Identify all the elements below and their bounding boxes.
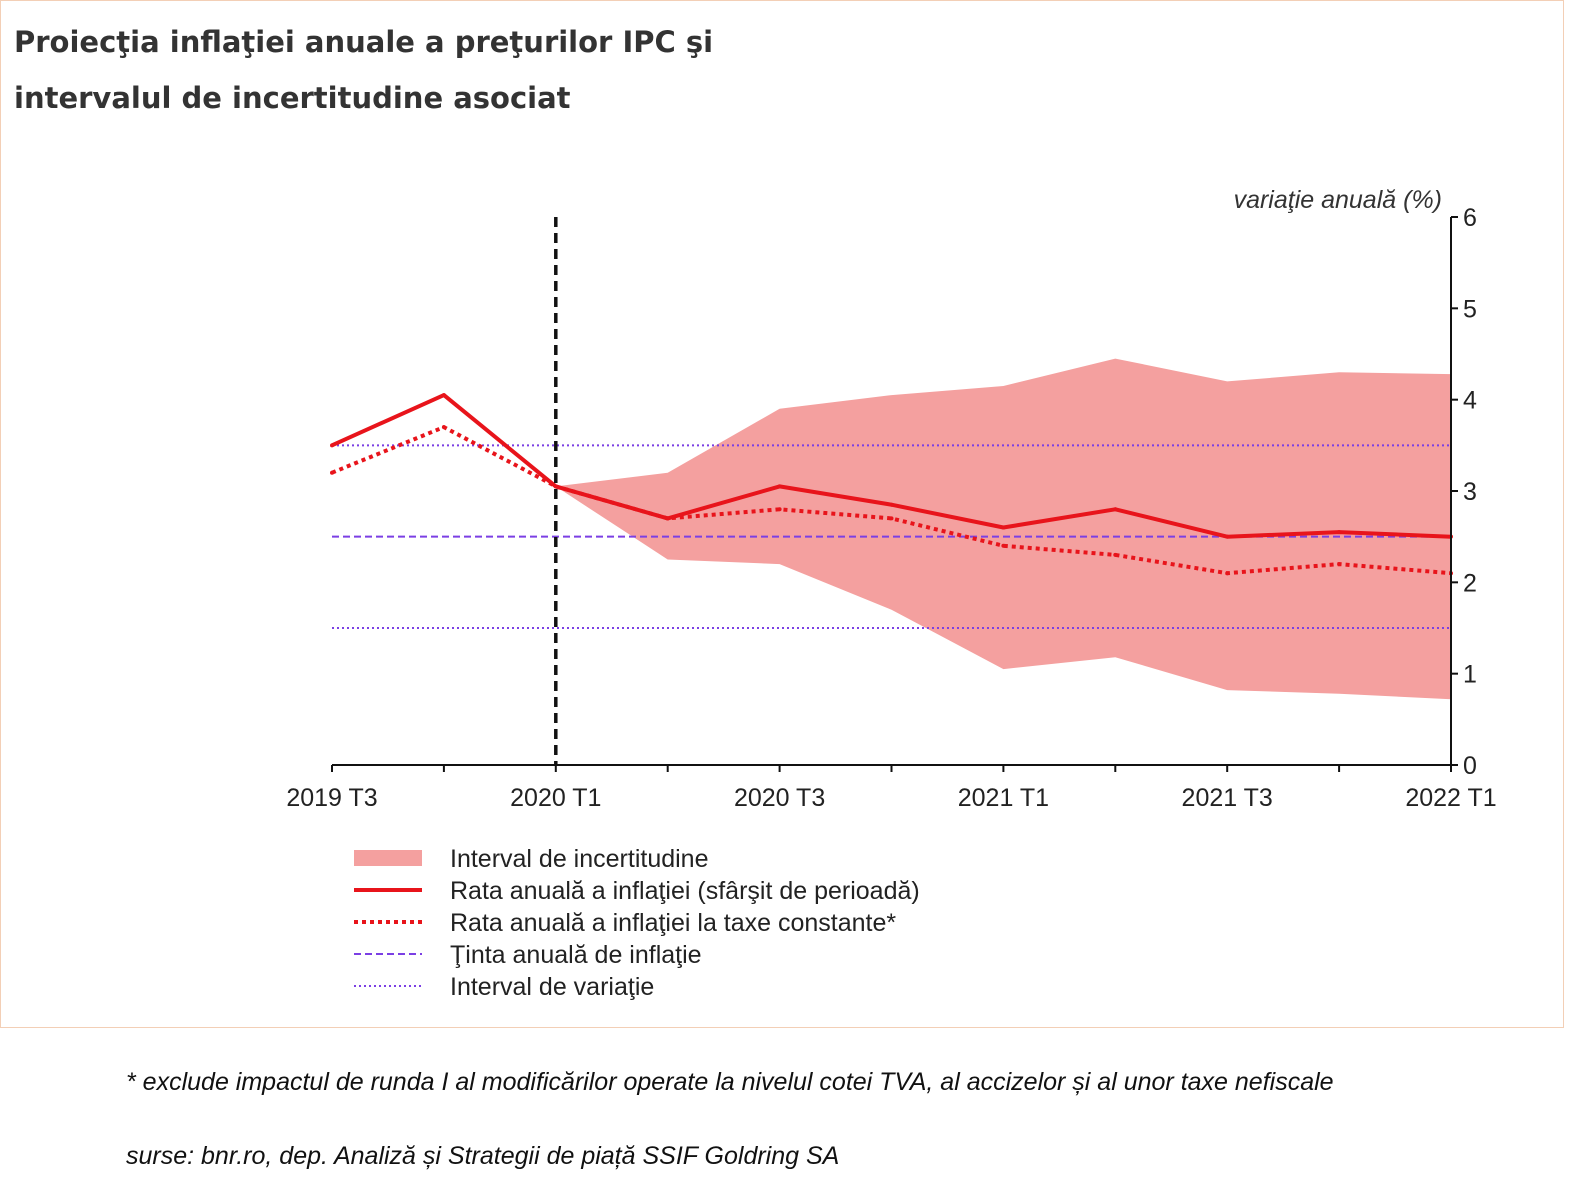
chart-title: Proiecţia inflaţiei anuale a preţurilor …: [14, 14, 914, 126]
inflation-rate-point-1: [441, 393, 446, 398]
x-tick-label-2: 2020 T1: [510, 784, 601, 812]
inflation-rate-point-6: [1001, 525, 1006, 530]
inflation-constant-taxes-point-0: [330, 470, 334, 475]
inflation-rate-point-7: [1113, 507, 1118, 512]
chart-title-line-2: intervalul de incertitudine asociat: [14, 81, 571, 115]
y-tick-label-1: 1: [1463, 661, 1477, 689]
inflation-rate-point-0: [330, 443, 334, 448]
inflation-rate-point-5: [889, 502, 894, 507]
inflation-constant-taxes-point-5: [889, 516, 894, 521]
legend-label-0: Interval de incertitudine: [450, 845, 708, 873]
x-tick-label-0: 2019 T3: [286, 784, 377, 812]
x-tick-label-4: 2020 T3: [734, 784, 825, 812]
legend: Interval de incertitudine Rata anuală a i…: [354, 845, 920, 1001]
legend-swatch-0: [354, 850, 422, 866]
legend-label-1: Rata anuală a inflaţiei (sfârşit de peri…: [450, 877, 920, 905]
legend-label-4: Interval de variaţie: [450, 973, 654, 1001]
legend-label-2: Rata anuală a inflaţiei la taxe constant…: [450, 909, 896, 937]
y-tick-label-5: 5: [1463, 295, 1477, 323]
y-tick-label-3: 3: [1463, 478, 1477, 506]
series-layer: [330, 393, 1453, 576]
inflation-rate-point-9: [1337, 530, 1342, 535]
inflation-constant-taxes-point-1: [441, 425, 446, 430]
inflation-projection-chart: 2019 T3 2020 T1 2020 T3 2021 T1 2021 T3 2022 …: [286, 186, 1496, 1001]
chart-title-line-1: Proiecţia inflaţiei anuale a preţurilor …: [14, 25, 714, 59]
y-tick-label-6: 6: [1463, 204, 1477, 232]
inflation-constant-taxes-point-2: [553, 484, 558, 489]
y-tick-label-0: 0: [1463, 752, 1477, 780]
footnote-note: * exclude impactul de runda I al modific…: [126, 1068, 1334, 1096]
y-axis-unit-label: variaţie anuală (%): [1234, 186, 1442, 214]
x-tick-label-8: 2021 T3: [1182, 784, 1273, 812]
inflation-constant-taxes-point-4: [777, 507, 782, 512]
footnote-source: surse: bnr.ro, dep. Analiză și Strategii…: [126, 1142, 840, 1170]
axes-layer: 2019 T3 2020 T1 2020 T3 2021 T1 2021 T3 2022 …: [286, 204, 1496, 812]
target-lines-layer: [332, 444, 1451, 629]
x-tick-label-6: 2021 T1: [958, 784, 1049, 812]
inflation-rate-point-8: [1225, 534, 1230, 539]
y-tick-label-2: 2: [1463, 569, 1477, 597]
inflation-constant-taxes-point-3: [665, 516, 670, 521]
legend-label-3: Ţinta anuală de inflaţie: [450, 941, 702, 969]
inflation-constant-taxes-point-6: [1001, 543, 1006, 548]
inflation-constant-taxes-point-8: [1225, 571, 1230, 576]
y-tick-label-4: 4: [1463, 387, 1477, 415]
inflation-constant-taxes-point-7: [1113, 552, 1118, 557]
inflation-constant-taxes-point-9: [1337, 562, 1342, 567]
x-tick-label-10: 2022 T1: [1405, 784, 1496, 812]
inflation-rate-point-4: [777, 484, 782, 489]
